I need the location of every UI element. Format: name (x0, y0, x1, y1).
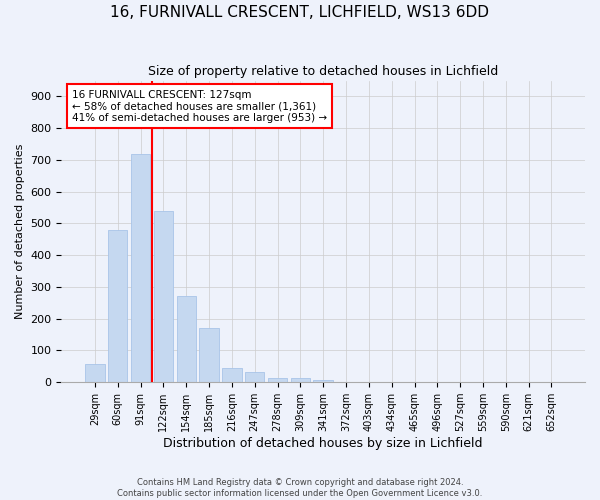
Y-axis label: Number of detached properties: Number of detached properties (15, 144, 25, 319)
Title: Size of property relative to detached houses in Lichfield: Size of property relative to detached ho… (148, 65, 499, 78)
Text: Contains HM Land Registry data © Crown copyright and database right 2024.
Contai: Contains HM Land Registry data © Crown c… (118, 478, 482, 498)
Bar (290, 378, 310, 382)
Bar (108, 230, 127, 382)
Bar (85, 364, 104, 382)
Text: 16, FURNIVALL CRESCENT, LICHFIELD, WS13 6DD: 16, FURNIVALL CRESCENT, LICHFIELD, WS13 … (110, 5, 490, 20)
X-axis label: Distribution of detached houses by size in Lichfield: Distribution of detached houses by size … (163, 437, 483, 450)
Bar (245, 372, 265, 382)
Bar (268, 378, 287, 382)
Bar (199, 328, 219, 382)
Text: 16 FURNIVALL CRESCENT: 127sqm
← 58% of detached houses are smaller (1,361)
41% o: 16 FURNIVALL CRESCENT: 127sqm ← 58% of d… (72, 90, 327, 123)
Bar (222, 368, 242, 382)
Bar (154, 210, 173, 382)
Bar (131, 154, 150, 382)
Bar (176, 296, 196, 382)
Bar (313, 380, 333, 382)
